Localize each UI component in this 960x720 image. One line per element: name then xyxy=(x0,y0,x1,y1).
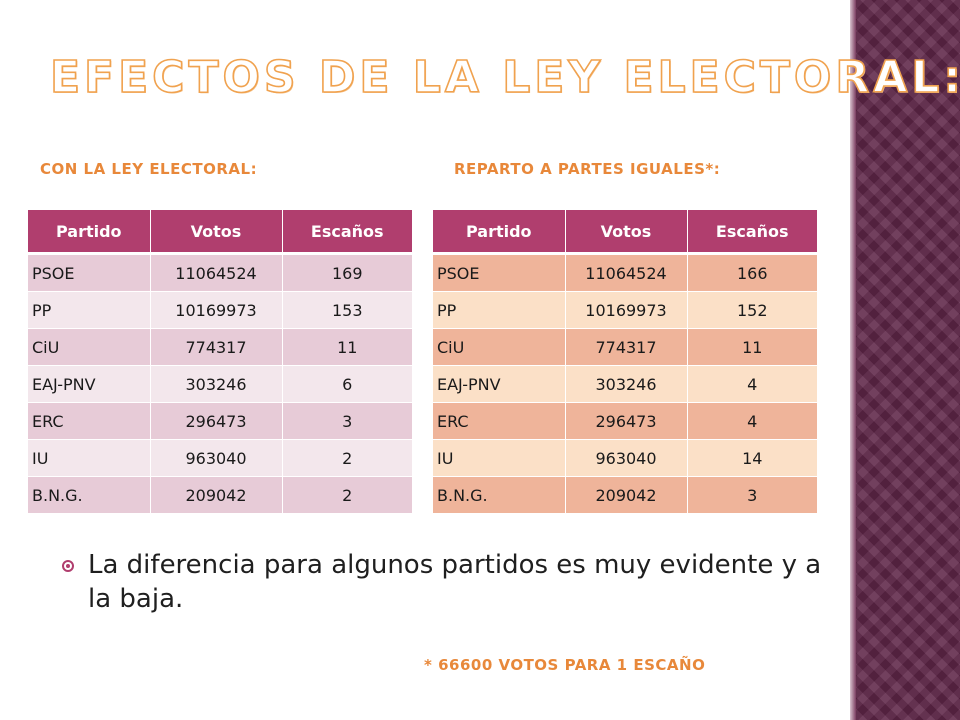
table-row: EAJ-PNV 303246 6 xyxy=(28,365,412,403)
table-row: CiU 774317 11 xyxy=(28,328,412,366)
party-cell: B.N.G. xyxy=(433,476,566,513)
seats-cell: 11 xyxy=(282,328,412,366)
bullet-point: La diferencia para algunos partidos es m… xyxy=(62,548,828,616)
votes-cell: 963040 xyxy=(150,439,283,477)
seats-cell: 152 xyxy=(687,291,817,329)
table-row: B.N.G. 209042 2 xyxy=(28,476,412,513)
votes-cell: 10169973 xyxy=(565,291,688,329)
seats-cell: 153 xyxy=(282,291,412,329)
table-row: ERC 296473 3 xyxy=(28,402,412,440)
header-votos: Votos xyxy=(150,210,283,255)
table-header-row: Partido Votos Escaños xyxy=(28,210,412,255)
target-bullet-icon xyxy=(62,560,74,572)
votes-cell: 774317 xyxy=(150,328,283,366)
party-cell: CiU xyxy=(433,328,566,366)
party-cell: IU xyxy=(433,439,566,477)
decorative-sidebar xyxy=(856,0,960,720)
sidebar-edge xyxy=(850,0,856,720)
seats-cell: 14 xyxy=(687,439,817,477)
table-row: PSOE 11064524 166 xyxy=(433,253,817,292)
table-row: B.N.G. 209042 3 xyxy=(433,476,817,513)
votes-cell: 11064524 xyxy=(565,253,688,292)
party-cell: ERC xyxy=(28,402,151,440)
table-row: CiU 774317 11 xyxy=(433,328,817,366)
votes-cell: 303246 xyxy=(565,365,688,403)
party-cell: CiU xyxy=(28,328,151,366)
party-cell: PSOE xyxy=(28,253,151,292)
votes-cell: 963040 xyxy=(565,439,688,477)
header-votos: Votos xyxy=(565,210,688,255)
header-partido: Partido xyxy=(433,210,566,255)
table-row: EAJ-PNV 303246 4 xyxy=(433,365,817,403)
header-partido: Partido xyxy=(28,210,151,255)
table-row: PP 10169973 152 xyxy=(433,291,817,329)
table-row: IU 963040 2 xyxy=(28,439,412,477)
seats-cell: 4 xyxy=(687,365,817,403)
table-row: ERC 296473 4 xyxy=(433,402,817,440)
header-escanos: Escaños xyxy=(282,210,412,255)
seats-cell: 166 xyxy=(687,253,817,292)
seats-cell: 2 xyxy=(282,439,412,477)
seats-cell: 2 xyxy=(282,476,412,513)
table-row: PSOE 11064524 169 xyxy=(28,253,412,292)
footnote: * 66600 VOTOS PARA 1 ESCAÑO xyxy=(424,656,706,674)
seats-cell: 3 xyxy=(687,476,817,513)
seats-cell: 3 xyxy=(282,402,412,440)
party-cell: EAJ-PNV xyxy=(433,365,566,403)
slide-title: EFECTOS DE LA LEY ELECTORAL: xyxy=(49,51,960,104)
table-header-row: Partido Votos Escaños xyxy=(433,210,817,255)
party-cell: PSOE xyxy=(433,253,566,292)
votes-cell: 10169973 xyxy=(150,291,283,329)
party-cell: PP xyxy=(433,291,566,329)
votes-cell: 296473 xyxy=(565,402,688,440)
votes-cell: 296473 xyxy=(150,402,283,440)
party-cell: IU xyxy=(28,439,151,477)
table-row: PP 10169973 153 xyxy=(28,291,412,329)
party-cell: EAJ-PNV xyxy=(28,365,151,403)
table-row: IU 963040 14 xyxy=(433,439,817,477)
current-law-table: Partido Votos Escaños PSOE 11064524 169 … xyxy=(28,210,412,513)
seats-cell: 6 xyxy=(282,365,412,403)
header-escanos: Escaños xyxy=(687,210,817,255)
seats-cell: 11 xyxy=(687,328,817,366)
bullet-text: La diferencia para algunos partidos es m… xyxy=(88,550,822,614)
seats-cell: 169 xyxy=(282,253,412,292)
votes-cell: 209042 xyxy=(150,476,283,513)
party-cell: PP xyxy=(28,291,151,329)
party-cell: B.N.G. xyxy=(28,476,151,513)
votes-cell: 11064524 xyxy=(150,253,283,292)
votes-cell: 209042 xyxy=(565,476,688,513)
party-cell: ERC xyxy=(433,402,566,440)
seats-cell: 4 xyxy=(687,402,817,440)
right-section-label: REPARTO A PARTES IGUALES*: xyxy=(454,160,721,178)
votes-cell: 774317 xyxy=(565,328,688,366)
votes-cell: 303246 xyxy=(150,365,283,403)
left-section-label: CON LA LEY ELECTORAL: xyxy=(40,160,258,178)
equal-split-table: Partido Votos Escaños PSOE 11064524 166 … xyxy=(433,210,817,513)
